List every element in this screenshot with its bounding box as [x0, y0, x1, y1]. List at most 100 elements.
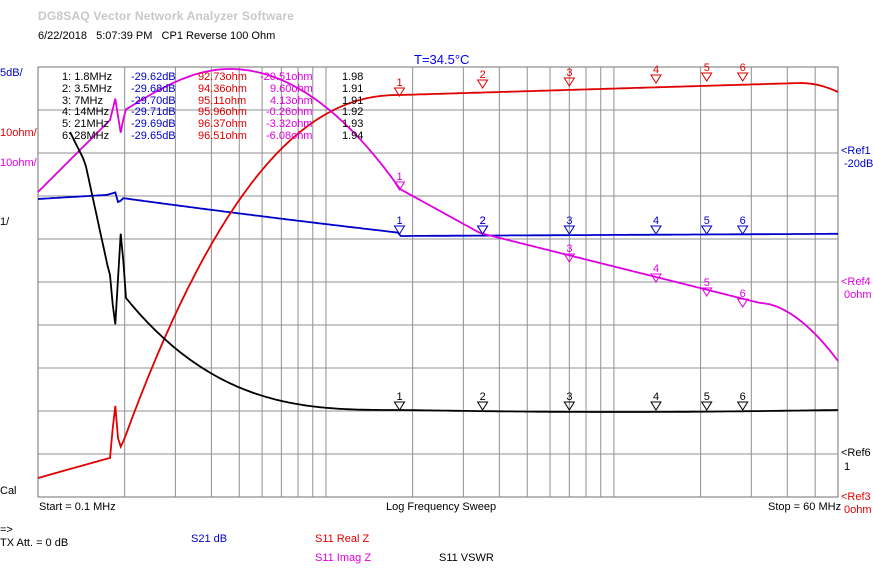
marker-vswr: 1.93 — [342, 118, 364, 131]
marker-imagz: 4.13ohm — [270, 94, 313, 107]
vswr-scale-label: 1/ — [0, 216, 10, 228]
ref1-value: -20dB — [844, 158, 873, 170]
marker-freq: 3: 7MHz — [62, 94, 103, 107]
marker-number: 2 — [480, 215, 486, 227]
marker-number: 5 — [704, 62, 710, 74]
legend-s11-real[interactable]: S11 Real Z — [315, 533, 370, 545]
marker-s21: -29.68dB — [131, 82, 176, 95]
marker-triangle-icon — [563, 77, 576, 87]
start-frequency: Start = 0.1 MHz — [39, 501, 116, 513]
marker-number: 4 — [653, 263, 659, 275]
temperature-readout: T=34.5°C — [414, 52, 470, 67]
marker-number: 2 — [480, 69, 486, 81]
marker-realz: 95.96ohm — [198, 106, 247, 119]
marker-s21: -29.65dB — [131, 129, 176, 142]
marker-imagz: -0.26ohm — [266, 106, 313, 119]
marker-realz: 96.37ohm — [198, 118, 247, 131]
marker-number: 4 — [653, 215, 659, 227]
marker-triangle-icon — [736, 72, 749, 82]
stop-frequency: Stop = 60 MHz — [768, 501, 842, 513]
legend-s11-vswr[interactable]: S11 VSWR — [439, 552, 494, 564]
legend-s11-imag[interactable]: S11 Imag Z — [315, 552, 372, 564]
marker-triangle-icon — [700, 225, 713, 235]
marker-triangle-icon — [650, 74, 662, 84]
marker-imagz: -3.32ohm — [266, 118, 313, 131]
marker-triangle-icon — [700, 401, 713, 411]
marker-freq: 4: 14MHz — [62, 106, 110, 119]
ref6-label: <Ref6 — [841, 447, 871, 459]
ref3-value: 0ohm — [844, 504, 872, 516]
marker-number: 6 — [740, 215, 746, 227]
ref6-value: 1 — [844, 461, 851, 473]
marker-freq: 2: 3.5MHz — [62, 82, 113, 95]
marker-triangle-icon — [650, 273, 662, 283]
legend-s21[interactable]: S21 dB — [191, 533, 228, 545]
marker-triangle-icon — [700, 72, 713, 82]
marker-number: 2 — [480, 215, 486, 227]
marker-triangle-icon — [650, 225, 662, 235]
marker-number: 1 — [396, 77, 402, 89]
marker-number: 3 — [566, 67, 572, 79]
date: 6/22/2018 — [38, 30, 87, 42]
ref4-label: <Ref4 — [841, 276, 871, 288]
marker-s21: -29.70dB — [131, 94, 176, 107]
ref4-value: 0ohm — [844, 289, 872, 301]
marker-triangle-icon — [393, 181, 406, 191]
marker-imagz: -6.08ohm — [266, 129, 313, 142]
cal-label: Cal — [0, 485, 17, 497]
marker-number: 6 — [740, 62, 746, 74]
marker-triangle-icon — [563, 253, 576, 263]
s11-real-trace — [37, 82, 839, 479]
marker-triangle-icon — [563, 401, 576, 411]
ref1-label: <Ref1 — [841, 145, 871, 157]
marker-triangle-icon — [563, 225, 576, 235]
tx-attenuation: TX Att. = 0 dB — [0, 537, 69, 549]
s11-imag-trace — [37, 68, 839, 362]
marker-realz: 94.36ohm — [198, 82, 247, 95]
imag-scale-label: 10ohm/ — [0, 157, 37, 169]
marker-s21: -29.62dB — [131, 71, 176, 83]
marker-triangle-icon — [476, 79, 489, 89]
marker-triangle-icon — [476, 401, 489, 411]
marker-number: 1 — [396, 391, 402, 403]
sweep-type: Log Frequency Sweep — [386, 501, 497, 513]
marker-imagz: -20.51ohm — [260, 71, 313, 83]
marker-triangle-icon — [650, 401, 662, 411]
marker-imagz: 9.60ohm — [270, 82, 313, 95]
marker-triangle-icon — [736, 401, 749, 411]
marker-number: 4 — [653, 391, 659, 403]
plot-grid — [37, 66, 839, 498]
marker-number: 2 — [480, 391, 486, 403]
marker-number: 3 — [566, 391, 572, 403]
marker-vswr: 1.91 — [342, 82, 364, 95]
description: CP1 Reverse 100 Ohm — [161, 30, 276, 42]
marker-number: 1 — [396, 171, 402, 183]
marker-number: 5 — [704, 215, 710, 227]
marker-freq: 6: 28MHz — [62, 129, 110, 142]
marker-realz: 92.73ohm — [198, 71, 247, 83]
s21-trace — [37, 191, 838, 237]
marker-vswr: 1.98 — [342, 71, 364, 83]
marker-freq: 1: 1.8MHz — [62, 71, 113, 83]
s11-vswr-trace — [69, 131, 838, 413]
real-scale-label: 10ohm/ — [0, 127, 37, 139]
marker-s21: -29.69dB — [131, 118, 176, 131]
marker-triangle-icon — [700, 287, 713, 297]
marker-number: 5 — [704, 277, 710, 289]
marker-number: 6 — [740, 391, 746, 403]
app-title: DG8SAQ Vector Network Analyzer Software — [38, 9, 295, 23]
marker-triangle-icon — [393, 225, 406, 235]
marker-number: 3 — [566, 215, 572, 227]
legend-arrow: => — [0, 524, 13, 536]
date-line: 6/22/2018 5:07:39 PM CP1 Reverse 100 Ohm — [38, 30, 275, 42]
s21-scale-label: 5dB/ — [0, 67, 23, 79]
marker-number: 1 — [396, 215, 402, 227]
ref3-label: <Ref3 — [841, 491, 871, 503]
marker-realz: 96.51ohm — [198, 129, 247, 142]
marker-number: 5 — [704, 391, 710, 403]
marker-number: 4 — [653, 64, 659, 76]
marker-number: 3 — [566, 243, 572, 255]
time: 5:07:39 PM — [96, 30, 153, 42]
